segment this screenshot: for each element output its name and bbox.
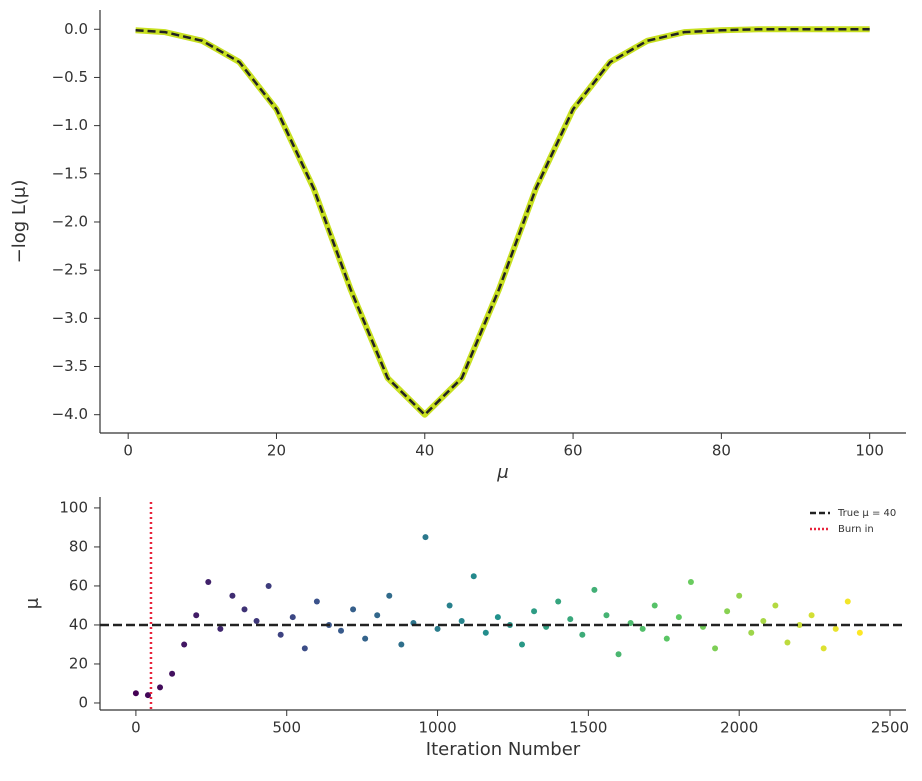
x-axis-label: μ [496,462,508,483]
x-tick-label: 60 [564,442,583,460]
sample-point [567,616,574,623]
legend-label: Burn in [838,524,874,535]
sample-point [470,573,477,580]
x-tick-label: 0 [123,442,133,460]
y-tick-label: 100 [59,498,88,516]
sample-point [603,612,610,619]
sample-point [639,625,646,632]
sample-point [820,645,827,652]
sample-point [193,612,200,619]
sample-point [760,618,767,625]
sample-point [808,612,815,619]
y-tick-label: 0 [78,693,88,711]
sample-point [205,579,212,586]
sample-point [434,625,441,632]
sample-point [132,690,139,697]
x-tick-label: 0 [131,719,141,737]
y-axis-label: μ [22,597,43,609]
sample-point [338,627,345,634]
sample-point [663,635,670,642]
x-tick-label: 100 [855,442,884,460]
sample-point [289,614,296,621]
sample-point [712,645,719,652]
sample-point [651,602,658,609]
sample-point [687,579,694,586]
sample-point [772,602,779,609]
sample-point [784,639,791,646]
sample-point [748,629,755,636]
sample-point [494,614,501,621]
y-tick-label: −3.5 [52,357,88,375]
sample-point [627,620,634,627]
sample-point [386,592,393,599]
sample-point [458,618,465,625]
y-tick-label: −0.5 [52,68,88,86]
sample-point [844,598,851,605]
x-tick-label: 1500 [569,719,607,737]
y-tick-label: −1.0 [52,116,88,134]
y-tick-label: −2.0 [52,212,88,230]
sample-point [362,635,369,642]
x-tick-label: 500 [272,719,301,737]
sample-point [144,692,151,699]
sample-point [446,602,453,609]
x-tick-label: 2500 [871,719,909,737]
sample-point [856,629,863,636]
sample-point [422,534,429,541]
sample-point [519,641,526,648]
legend-label: True μ = 40 [837,508,896,519]
y-tick-label: −3.0 [52,309,88,327]
sample-point [313,598,320,605]
sample-point [277,631,284,638]
y-tick-label: −4.0 [52,405,88,423]
sample-point [555,598,562,605]
sample-point [398,641,405,648]
sample-point [724,608,731,615]
x-tick-label: 1000 [418,719,456,737]
sample-point [350,606,357,613]
y-axis-label: −log L(μ) [9,180,30,264]
y-tick-label: 0.0 [64,20,88,38]
sample-point [265,582,272,589]
sample-point [253,618,260,625]
sample-point [181,641,188,648]
y-tick-label: 80 [69,537,88,555]
likelihood-line [135,28,870,417]
sample-point [241,606,248,613]
sample-point [374,612,381,619]
x-axis-label: Iteration Number [426,739,581,760]
sample-point [591,586,598,593]
sample-point [736,592,743,599]
y-tick-label: −1.5 [52,164,88,182]
sample-point [796,621,803,628]
x-tick-label: 2000 [720,719,758,737]
y-tick-label: 20 [69,654,88,672]
y-tick-label: 60 [69,576,88,594]
x-tick-label: 40 [415,442,434,460]
sample-point [675,614,682,621]
sample-point [301,645,308,652]
sample-point [531,608,538,615]
sample-point [217,625,224,632]
x-tick-label: 80 [712,442,731,460]
sample-point [832,625,839,632]
x-tick-label: 20 [267,442,286,460]
y-tick-label: 40 [69,615,88,633]
likelihood-band [135,26,870,418]
sample-point [169,670,176,677]
sample-point [482,629,489,636]
sample-point [229,592,236,599]
y-tick-label: −2.5 [52,261,88,279]
sample-point [157,684,164,691]
sample-point [579,631,586,638]
sample-point [615,651,622,658]
